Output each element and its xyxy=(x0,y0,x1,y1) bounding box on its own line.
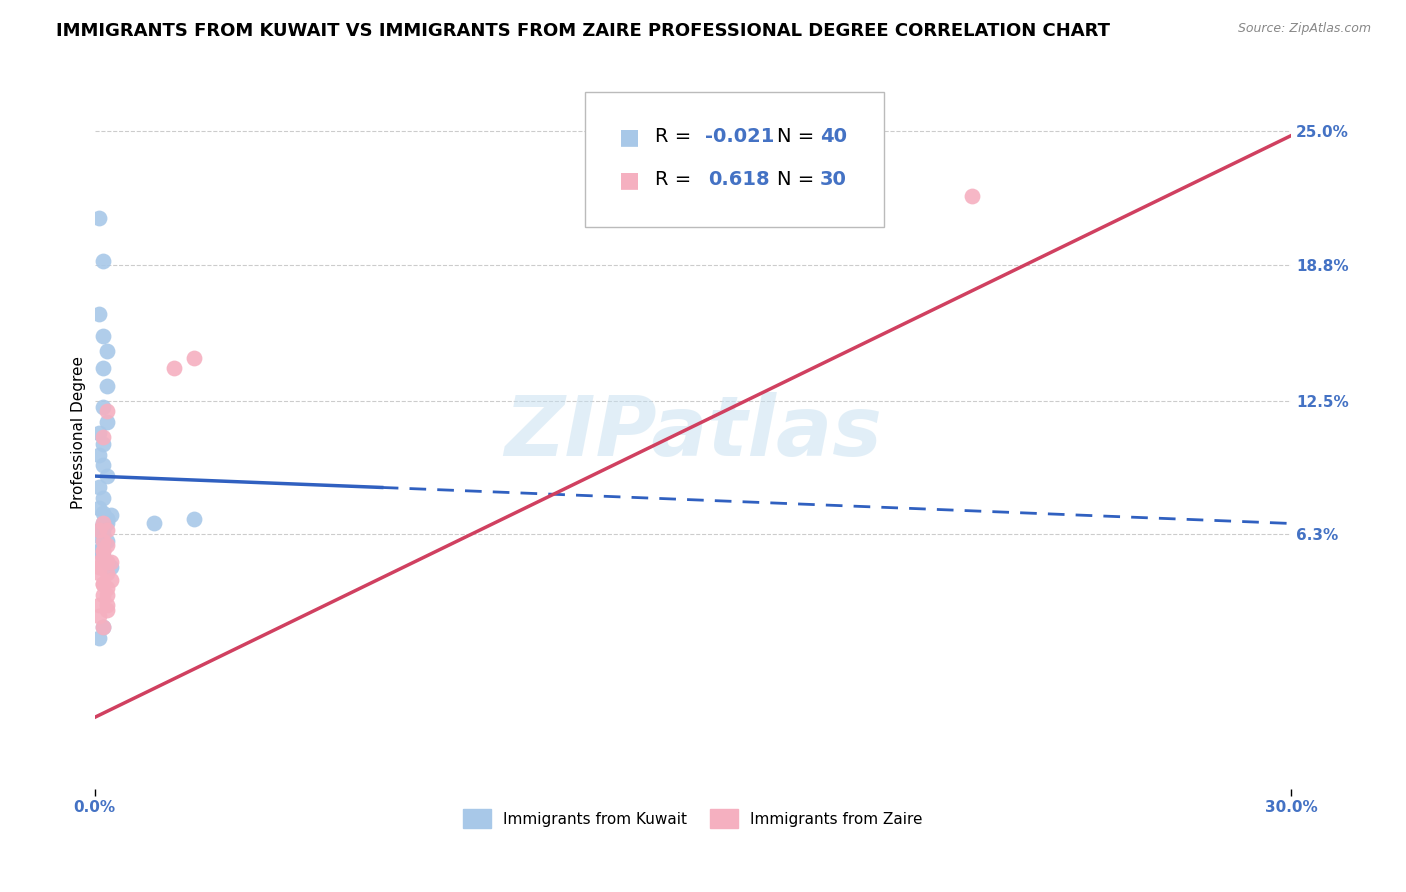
Point xyxy=(91,491,114,505)
Text: R =: R = xyxy=(655,169,690,189)
Point xyxy=(96,512,118,526)
Point xyxy=(91,549,114,563)
Point xyxy=(96,555,118,569)
Point xyxy=(96,404,118,418)
Point xyxy=(87,631,110,645)
Point xyxy=(87,448,110,462)
Point xyxy=(91,436,114,450)
Point xyxy=(87,211,110,225)
Point xyxy=(91,523,114,537)
Point xyxy=(100,559,122,574)
Point xyxy=(96,602,118,616)
Point xyxy=(163,361,186,376)
Text: N =: N = xyxy=(776,169,814,189)
Point xyxy=(87,523,110,537)
Point xyxy=(87,609,110,624)
Point xyxy=(91,538,114,552)
Point xyxy=(91,577,114,591)
Point xyxy=(960,189,983,203)
Point xyxy=(87,599,110,613)
Point xyxy=(87,566,110,580)
Text: Source: ZipAtlas.com: Source: ZipAtlas.com xyxy=(1237,22,1371,36)
FancyBboxPatch shape xyxy=(585,92,884,227)
Point xyxy=(87,425,110,440)
Point xyxy=(96,512,118,526)
Point xyxy=(87,544,110,558)
Point xyxy=(100,573,122,587)
Point xyxy=(87,555,110,569)
Text: IMMIGRANTS FROM KUWAIT VS IMMIGRANTS FROM ZAIRE PROFESSIONAL DEGREE CORRELATION : IMMIGRANTS FROM KUWAIT VS IMMIGRANTS FRO… xyxy=(56,22,1111,40)
Point xyxy=(87,308,110,322)
Point xyxy=(91,533,114,548)
Text: 0.618: 0.618 xyxy=(709,169,770,189)
Point xyxy=(91,527,114,541)
Point xyxy=(87,501,110,516)
Point xyxy=(100,555,122,569)
Point xyxy=(91,544,114,558)
Point xyxy=(96,581,118,595)
Point xyxy=(91,533,114,548)
Point xyxy=(96,516,118,531)
Point xyxy=(91,361,114,376)
Point xyxy=(100,508,122,522)
Y-axis label: Professional Degree: Professional Degree xyxy=(72,357,86,509)
Text: -0.021: -0.021 xyxy=(704,128,775,146)
Point xyxy=(96,555,118,569)
Point xyxy=(91,253,114,268)
Point xyxy=(91,458,114,473)
Point xyxy=(96,588,118,602)
Point xyxy=(91,430,114,444)
Text: N =: N = xyxy=(776,128,814,146)
Point xyxy=(96,538,118,552)
Point xyxy=(91,516,114,531)
Point xyxy=(96,599,118,613)
Point xyxy=(96,415,118,429)
Text: 40: 40 xyxy=(820,128,846,146)
Point xyxy=(91,538,114,552)
Point xyxy=(91,506,114,520)
Text: ZIPatlas: ZIPatlas xyxy=(503,392,882,474)
Point xyxy=(91,577,114,591)
Point xyxy=(91,516,114,531)
Point xyxy=(183,512,205,526)
Text: R =: R = xyxy=(655,128,690,146)
Point xyxy=(96,469,118,483)
Point xyxy=(91,620,114,634)
Point xyxy=(87,559,110,574)
Point xyxy=(91,400,114,414)
Point xyxy=(96,566,118,580)
Point xyxy=(143,516,166,531)
Point xyxy=(91,329,114,343)
Point xyxy=(87,523,110,537)
Point xyxy=(91,620,114,634)
Text: ■: ■ xyxy=(619,128,640,147)
Text: 30: 30 xyxy=(820,169,846,189)
Point xyxy=(91,588,114,602)
Point xyxy=(96,523,118,537)
Point xyxy=(91,544,114,558)
Text: ■: ■ xyxy=(619,169,640,190)
Point xyxy=(96,344,118,359)
Point xyxy=(87,544,110,558)
Point xyxy=(87,529,110,543)
Point xyxy=(91,551,114,566)
Point xyxy=(96,378,118,392)
Point xyxy=(96,533,118,548)
Legend: Immigrants from Kuwait, Immigrants from Zaire: Immigrants from Kuwait, Immigrants from … xyxy=(457,804,928,834)
Point xyxy=(183,351,205,365)
Point xyxy=(87,480,110,494)
